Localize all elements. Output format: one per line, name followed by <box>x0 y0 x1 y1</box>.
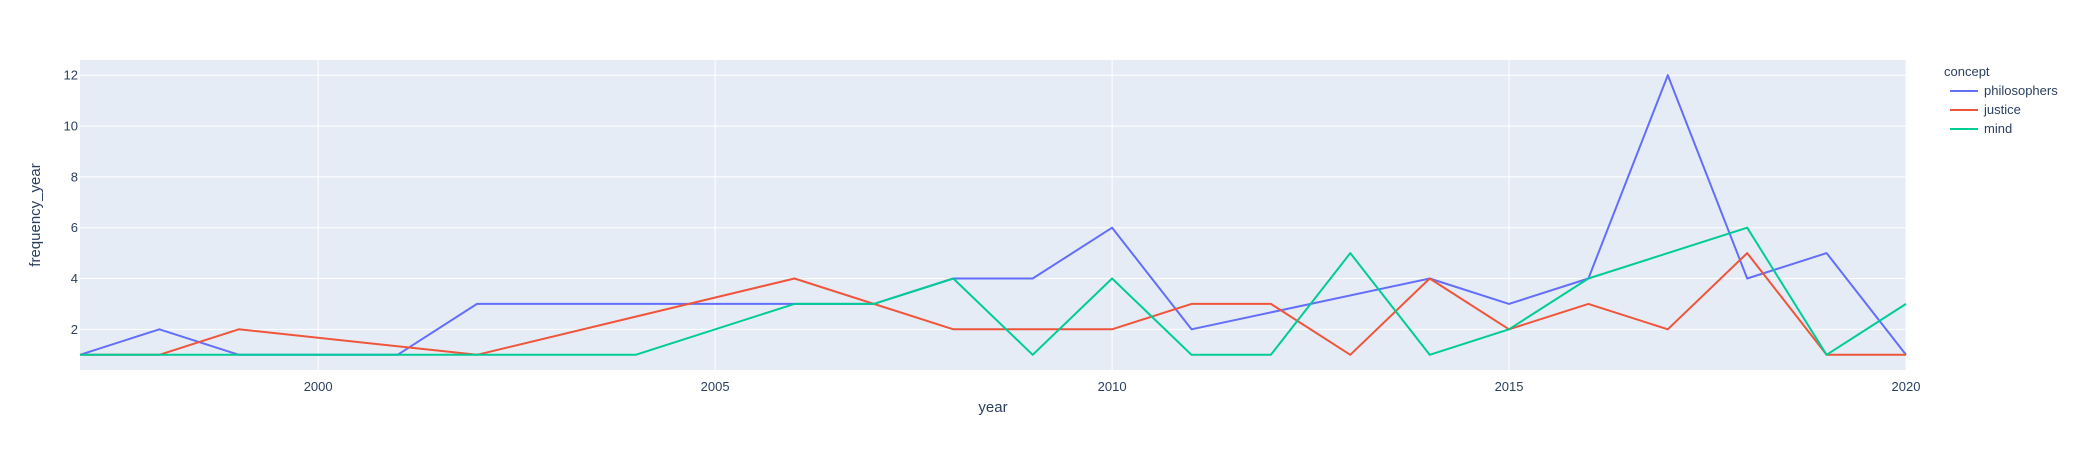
y-tick-label: 6 <box>71 220 78 235</box>
legend-label-mind[interactable]: mind <box>1984 121 2012 136</box>
y-axis-ticks: 2 4 6 8 10 12 <box>64 68 78 337</box>
legend-label-philosophers[interactable]: philosophers <box>1984 83 2058 98</box>
plot-background <box>80 60 1906 370</box>
series-line-mind <box>80 226 1907 356</box>
y-tick-label: 8 <box>71 169 78 184</box>
x-tick-label: 2005 <box>701 379 730 394</box>
y-tick-label: 4 <box>71 271 78 286</box>
series-lines <box>79 74 1907 356</box>
legend-label-justice[interactable]: justice <box>1983 102 2021 117</box>
x-axis-title: year <box>978 399 1007 416</box>
x-tick-label: 2000 <box>304 379 333 394</box>
x-tick-label: 2010 <box>1098 379 1127 394</box>
legend-title: concept <box>1944 64 1990 79</box>
x-tick-label: 2020 <box>1892 379 1921 394</box>
y-tick-label: 12 <box>64 68 78 83</box>
y-axis-title: frequency_year <box>27 163 44 266</box>
legend: concept philosophers justice mind <box>1944 64 2058 136</box>
y-tick-label: 2 <box>71 322 78 337</box>
y-tick-label: 10 <box>64 119 78 134</box>
x-tick-label: 2015 <box>1495 379 1524 394</box>
series-line-justice <box>80 252 1906 356</box>
x-axis-ticks: 2000 2005 2010 2015 2020 <box>304 379 1921 394</box>
